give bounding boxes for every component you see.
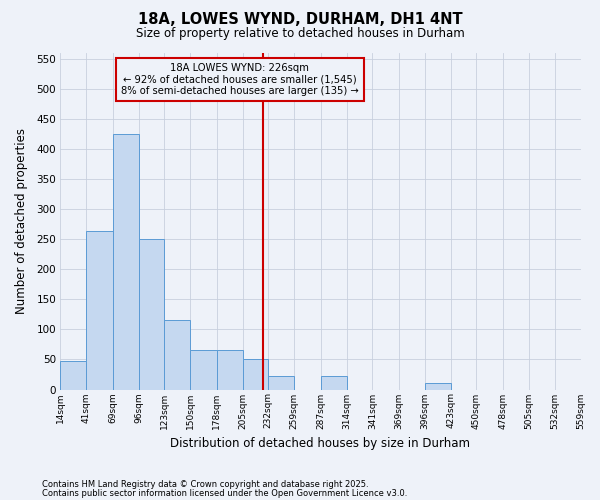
Bar — [190, 350, 217, 390]
Text: Contains public sector information licensed under the Open Government Licence v3: Contains public sector information licen… — [42, 489, 407, 498]
Bar — [86, 231, 113, 390]
Bar — [139, 239, 164, 390]
Bar — [113, 134, 139, 390]
Bar — [321, 376, 347, 390]
Y-axis label: Number of detached properties: Number of detached properties — [15, 128, 28, 314]
Bar — [425, 384, 451, 390]
Text: 18A LOWES WYND: 226sqm
← 92% of detached houses are smaller (1,545)
8% of semi-d: 18A LOWES WYND: 226sqm ← 92% of detached… — [121, 62, 359, 96]
Bar — [60, 361, 86, 390]
Bar — [217, 350, 242, 390]
Text: Size of property relative to detached houses in Durham: Size of property relative to detached ho… — [136, 28, 464, 40]
X-axis label: Distribution of detached houses by size in Durham: Distribution of detached houses by size … — [170, 437, 470, 450]
Bar — [268, 376, 294, 390]
Bar — [164, 320, 190, 390]
Text: 18A, LOWES WYND, DURHAM, DH1 4NT: 18A, LOWES WYND, DURHAM, DH1 4NT — [137, 12, 463, 28]
Bar — [242, 360, 268, 390]
Text: Contains HM Land Registry data © Crown copyright and database right 2025.: Contains HM Land Registry data © Crown c… — [42, 480, 368, 489]
